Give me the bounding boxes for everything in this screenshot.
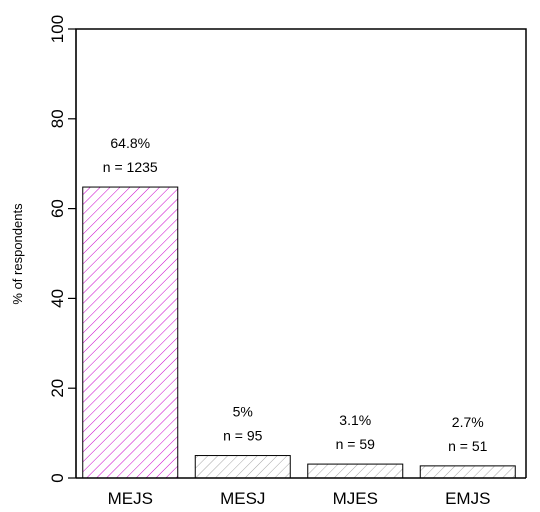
pct-label: 2.7% — [452, 414, 484, 430]
y-tick-label: 60 — [48, 199, 67, 218]
x-tick-label: MESJ — [220, 489, 265, 508]
n-label: n = 59 — [336, 436, 376, 452]
bar-mesj — [194, 455, 291, 479]
y-axis-label: % of respondents — [10, 203, 25, 305]
bar-emjs — [419, 465, 516, 479]
x-tick-label: MJES — [333, 489, 378, 508]
y-tick-label: 0 — [48, 473, 67, 482]
y-tick-label: 40 — [48, 289, 67, 308]
pct-label: 64.8% — [110, 135, 150, 151]
x-tick-label: MEJS — [108, 489, 153, 508]
bar-mejs — [82, 186, 179, 479]
bars-group — [76, 186, 526, 479]
pct-label: 3.1% — [339, 412, 371, 428]
bar-mjes — [307, 463, 404, 479]
n-label: n = 1235 — [103, 159, 158, 175]
y-tick-label: 80 — [48, 109, 67, 128]
n-label: n = 95 — [223, 428, 263, 444]
y-axis: 0 20 40 60 80 100 — [48, 15, 77, 483]
y-tick-label: 100 — [48, 15, 67, 43]
x-axis: MEJS MESJ MJES EMJS — [108, 489, 491, 508]
y-tick-label: 20 — [48, 379, 67, 398]
n-label: n = 51 — [448, 438, 488, 454]
pct-label: 5% — [233, 404, 253, 420]
data-labels: 64.8% n = 1235 5% n = 95 3.1% n = 59 2.7% n = 5… — [103, 135, 488, 454]
x-tick-label: EMJS — [445, 489, 490, 508]
